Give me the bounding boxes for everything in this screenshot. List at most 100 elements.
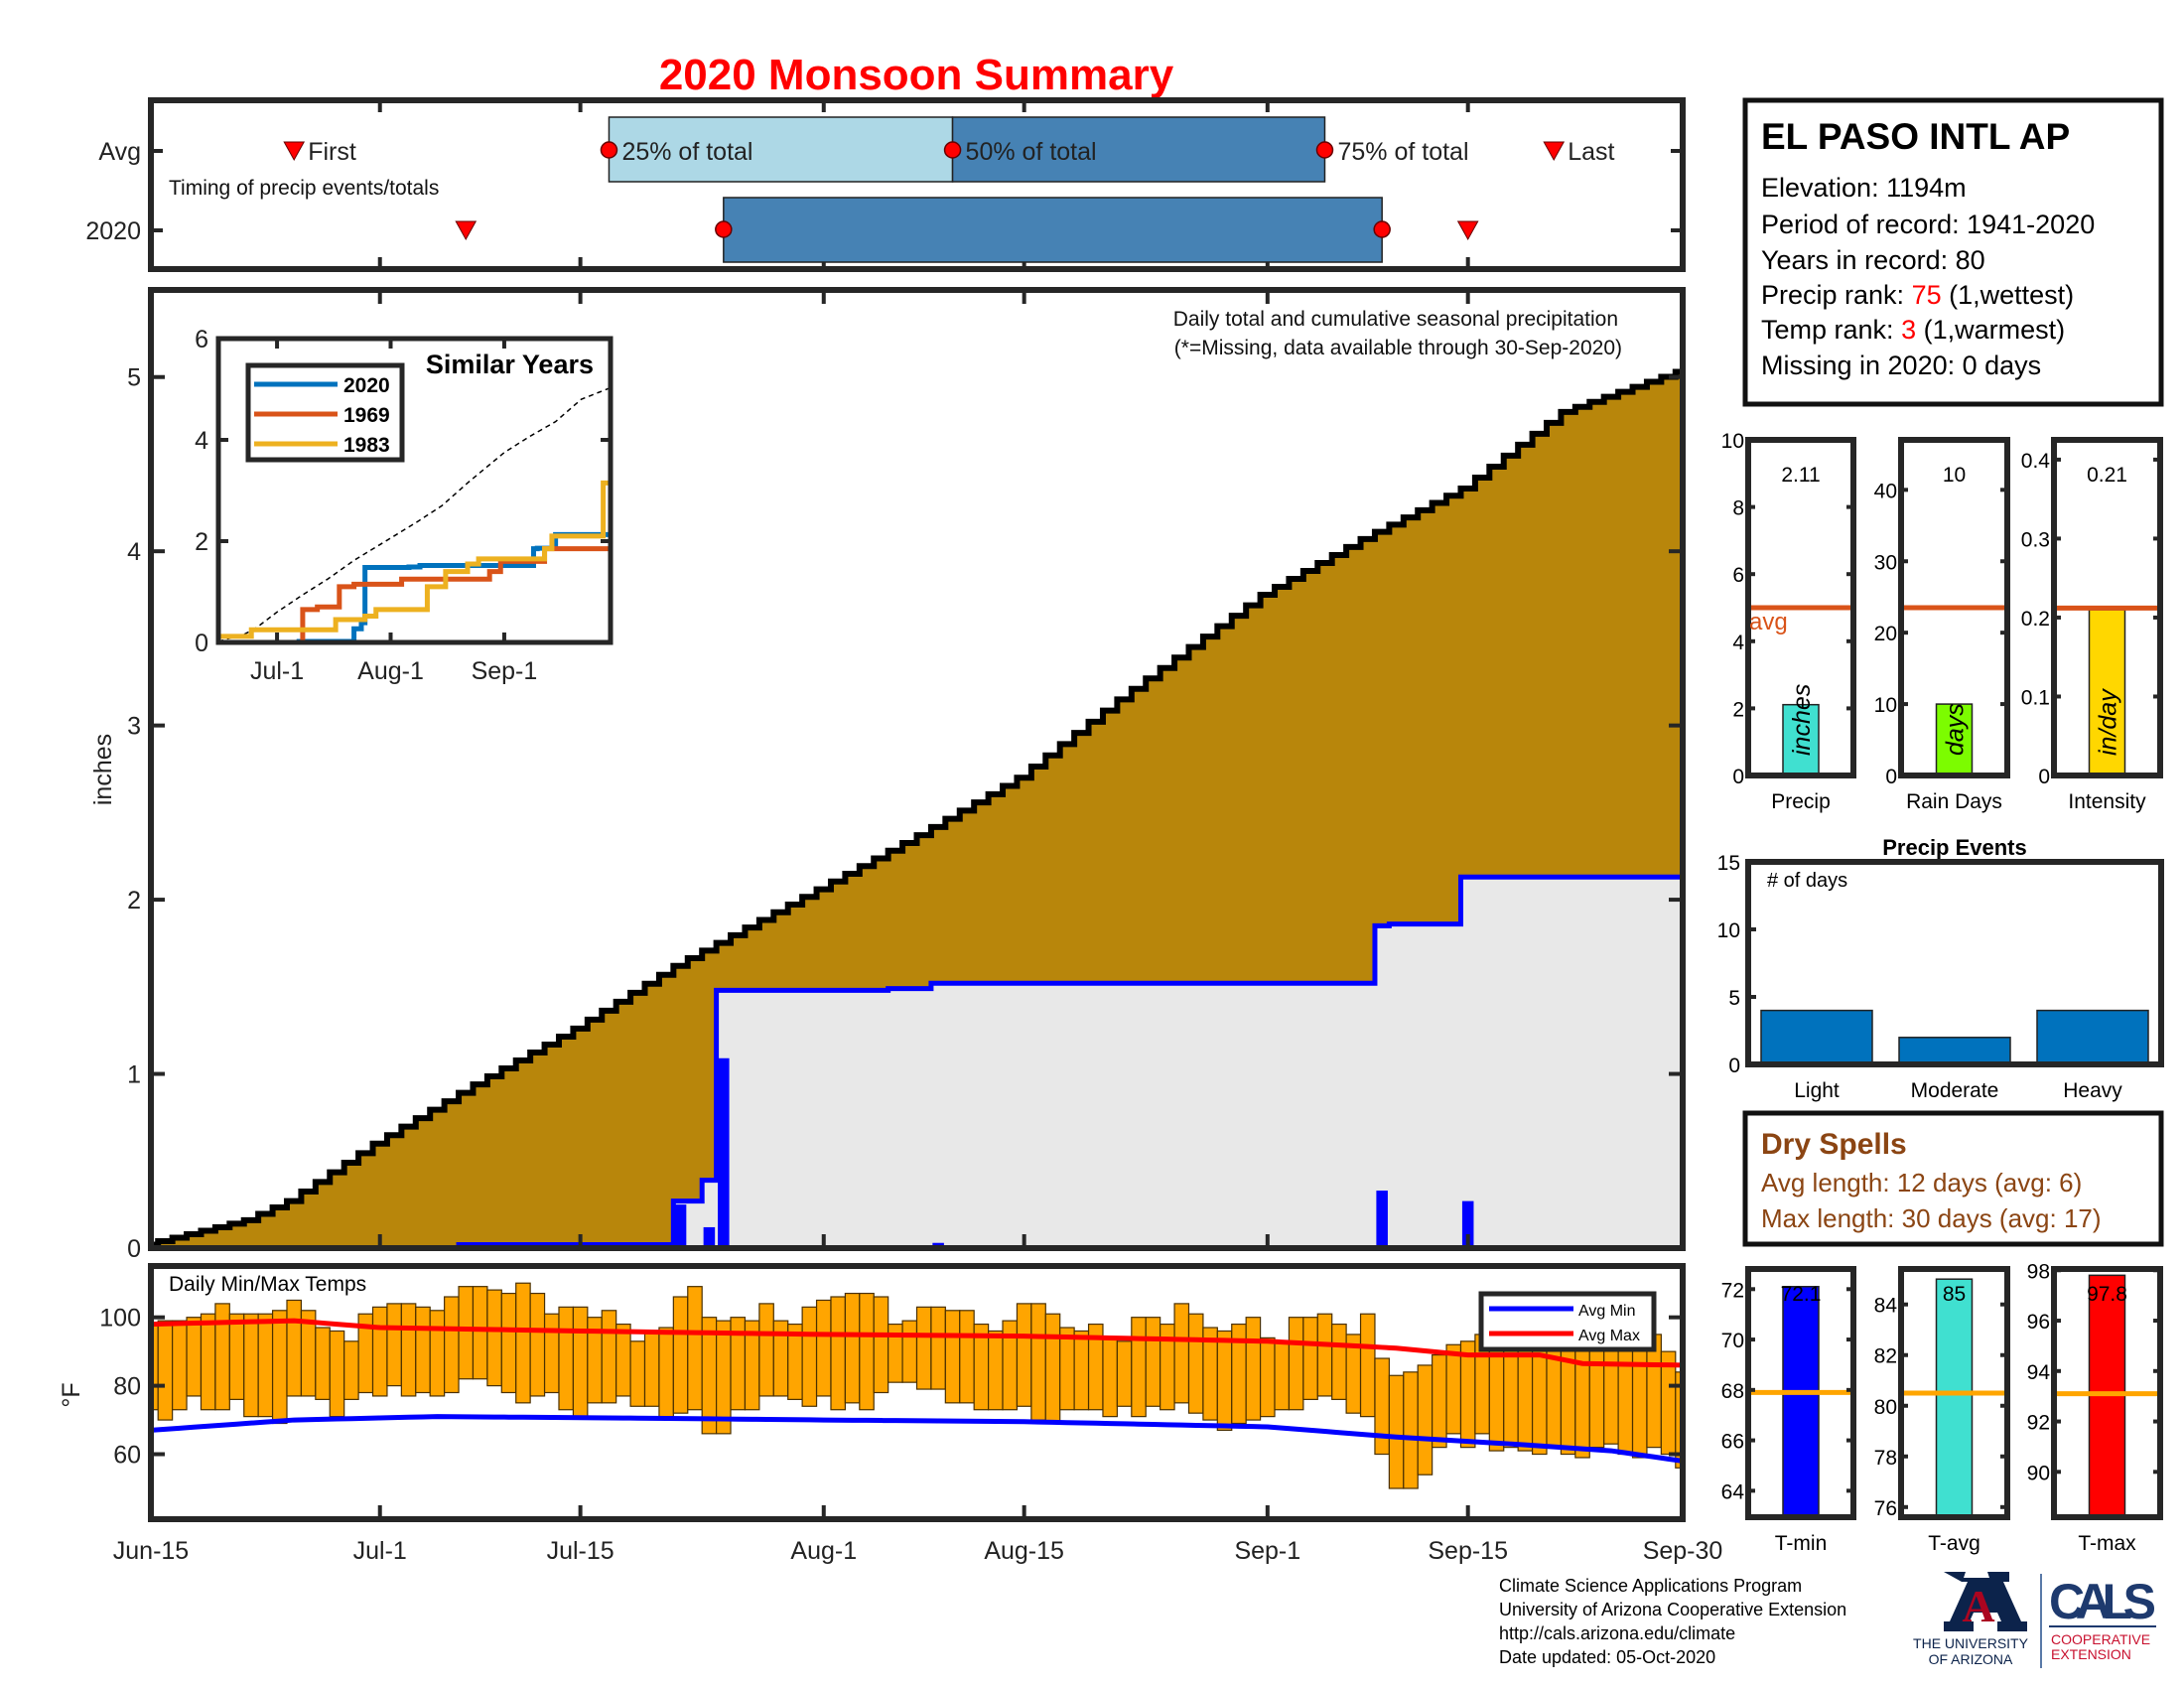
summary_bars-tick-label: 0.2 [2021, 608, 2050, 631]
temp-panel-title: Daily Min/Max Temps [169, 1273, 366, 1296]
daily-temp-bar [286, 1299, 303, 1397]
temp_bars-value-label: 97.8 [2087, 1283, 2127, 1306]
summary_bars-tick-label: 2 [1732, 698, 1744, 721]
inset-y-tick-label: 6 [195, 326, 208, 353]
2020-first-marker-icon [455, 220, 478, 241]
summary_bars-tick-label: 0.3 [2021, 528, 2050, 551]
precip-y-tick-label: 5 [127, 364, 141, 392]
temp-y-tick-label: 80 [113, 1373, 141, 1401]
temp-plot-area [151, 1282, 1683, 1489]
summary_bars-avg-label: avg [1749, 609, 1788, 635]
summary_bars-panel-1 [1898, 437, 2010, 778]
x-tick-label: Aug-15 [984, 1537, 1064, 1565]
temp_bars-panel-2 [2051, 1266, 2163, 1520]
daily-temp-bar [472, 1286, 488, 1380]
daily-temp-bar [629, 1340, 646, 1407]
temp_bars-tick-label: 64 [1721, 1480, 1745, 1503]
daily-temp-bar [859, 1292, 875, 1411]
temp_bars-category-label: T-min [1775, 1532, 1828, 1555]
precip-plot-area [151, 368, 1683, 1248]
precip-y-tick-label: 3 [127, 713, 141, 741]
daily-temp-bar [658, 1327, 674, 1418]
daily-temp-bar [1331, 1323, 1347, 1400]
temp_bars-category-label: T-max [2078, 1532, 2136, 1555]
daily-temp-bar [444, 1296, 460, 1394]
station-years: Years in record: 80 [1761, 245, 1985, 275]
daily-temp-bar [944, 1310, 961, 1404]
daily-temp-bar [1432, 1353, 1447, 1449]
daily-temp-bar [1417, 1364, 1433, 1476]
2020-75-marker [1373, 220, 1391, 238]
daily-temp-bar [601, 1310, 617, 1404]
daily-temp-bar [400, 1303, 417, 1397]
daily-temp-bar [1288, 1317, 1304, 1411]
daily-precip-bar [703, 1226, 716, 1248]
daily-temp-bar [1388, 1374, 1405, 1489]
x-tick-label: Jun-15 [113, 1537, 189, 1565]
similar-years-inset-frame [215, 336, 614, 645]
avg-max-line [151, 1318, 1683, 1368]
inset-y-tick-label: 0 [195, 630, 208, 657]
avg-min-line [151, 1414, 1683, 1464]
ua-logo-text: OF ARIZONA [1929, 1651, 2013, 1667]
daily-temp-bar [243, 1313, 259, 1418]
legend-label-1969: 1969 [343, 404, 390, 427]
daily-temp-bar [1546, 1336, 1563, 1449]
daily-temp-bar [157, 1320, 174, 1421]
daily-temp-bar [815, 1299, 832, 1397]
daily-precip-bar [674, 1204, 687, 1248]
avg-25-marker [600, 141, 618, 159]
precip-rank: Precip rank: 75 (1,wettest) [1761, 280, 2074, 310]
precip-y-tick-label: 1 [127, 1061, 141, 1089]
precip-events-title: Precip Events [1882, 835, 2027, 860]
summary_bars-tick-label: 4 [1732, 632, 1744, 654]
daily-temp-bar [1374, 1357, 1390, 1456]
daily-temp-bar [1245, 1317, 1262, 1421]
daily-precip-bar [1461, 1200, 1474, 1248]
daily-temp-bar [186, 1317, 203, 1397]
cumulative-2020-line [151, 874, 1683, 1248]
daily-temp-bar [1259, 1336, 1276, 1418]
daily-temp-bar [214, 1303, 230, 1411]
temp-y-axis-label: °F [58, 1382, 85, 1407]
temp_bars-tick-label: 72 [1721, 1279, 1744, 1302]
temp_bars-tick-label: 96 [2027, 1311, 2050, 1334]
temp-rank-label: Temp rank: [1761, 315, 1901, 345]
avg-75-marker [1315, 141, 1334, 159]
precip-y-tick-label: 0 [127, 1235, 141, 1263]
avg-cumulative-line [151, 368, 1683, 1248]
daily-temp-bar [1059, 1327, 1075, 1411]
timing-caption: Timing of precip events/totals [169, 177, 439, 200]
page-title: 2020 Monsoon Summary [659, 51, 1174, 99]
summary_bars-category-label: Rain Days [1906, 790, 2002, 813]
legend-label-avg-min: Avg Min [1578, 1303, 1636, 1320]
footer-line: University of Arizona Cooperative Extens… [1499, 1600, 1846, 1619]
daily-temp-bar [415, 1306, 431, 1394]
daily-temp-bar [543, 1313, 560, 1394]
daily-temp-bar [1617, 1334, 1634, 1456]
dry-spells-title: Dry Spells [1761, 1128, 1907, 1161]
avg-last-label: Last [1568, 138, 1614, 166]
temp_bars-category-label: T-avg [1928, 1532, 1980, 1555]
timing-panel [148, 97, 1686, 272]
summary_bars-category-label: Intensity [2068, 790, 2146, 813]
cals-logo-subtext: COOPERATIVE [2051, 1631, 2150, 1647]
avg-first-marker-icon [283, 141, 306, 162]
ua-logo-text: THE UNIVERSITY [1913, 1635, 2029, 1651]
temp_bars-tick-label: 92 [2027, 1412, 2050, 1435]
daily-temp-bar [1560, 1334, 1576, 1456]
temp-y-tick-label: 100 [99, 1305, 141, 1333]
daily-temp-bar [1073, 1330, 1090, 1411]
timing-row-label-2020: 2020 [85, 217, 141, 245]
summary_bars-tick-label: 0 [1885, 766, 1897, 788]
summary_bars-panel-2 [2051, 437, 2163, 778]
inset-series-1983 [218, 480, 611, 639]
summary_bars-value-label: 2.11 [1781, 464, 1820, 487]
temp_bars-tick-label: 98 [2027, 1260, 2050, 1283]
ua-a-outline-icon [1944, 1572, 2027, 1631]
precip-y-axis-label: inches [89, 734, 117, 805]
dry-spells-box [1742, 1110, 2164, 1247]
